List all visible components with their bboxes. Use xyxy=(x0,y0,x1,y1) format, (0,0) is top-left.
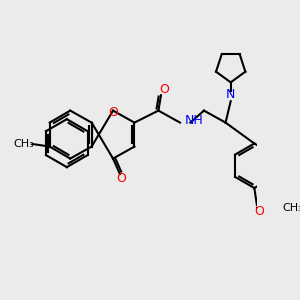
Text: CH₃: CH₃ xyxy=(283,203,300,213)
Text: CH₃: CH₃ xyxy=(14,139,34,149)
Text: O: O xyxy=(160,83,170,96)
Text: O: O xyxy=(254,206,264,218)
Text: NH: NH xyxy=(184,114,203,128)
Text: N: N xyxy=(226,88,236,101)
Text: O: O xyxy=(117,172,127,185)
Text: O: O xyxy=(108,106,118,119)
